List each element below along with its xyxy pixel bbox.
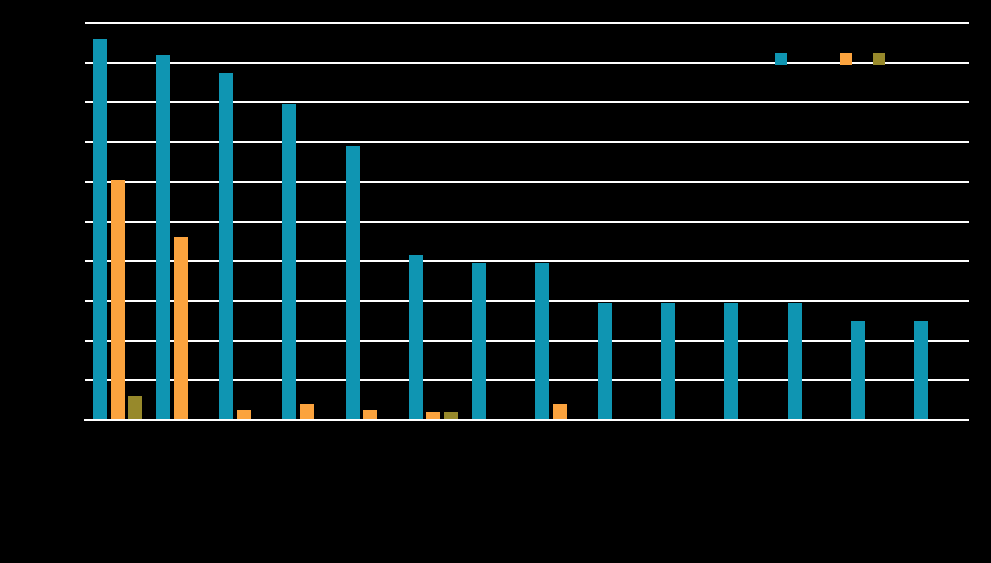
gridline-y2	[85, 340, 969, 342]
bar-series1-cat12	[788, 303, 802, 420]
bar-series1-cat11	[724, 303, 738, 420]
bar-series2-cat3	[237, 410, 251, 420]
legend-swatch-series2	[840, 53, 852, 65]
gridline-y5	[85, 221, 969, 223]
x-axis-line	[84, 419, 969, 421]
bar-series2-cat4	[300, 404, 314, 420]
bar-series1-cat4	[282, 104, 296, 420]
gridline-y6	[85, 181, 969, 183]
bar-series1-cat3	[219, 73, 233, 420]
bar-series1-cat7	[472, 263, 486, 420]
legend-swatch-series1	[775, 53, 787, 65]
bar-series1-cat10	[661, 303, 675, 420]
bar-series1-cat13	[851, 321, 865, 420]
bar-series2-cat8	[553, 404, 567, 420]
bar-series1-cat14	[914, 321, 928, 420]
bar-series1-cat6	[409, 255, 423, 420]
gridline-y10	[85, 22, 969, 24]
gridline-y8	[85, 101, 969, 103]
bar-series1-cat9	[598, 303, 612, 420]
gridline-y9	[85, 62, 969, 64]
bar-series1-cat5	[346, 146, 360, 420]
bar-series3-cat6	[444, 412, 458, 420]
bar-series2-cat2	[174, 237, 188, 420]
bar-series1-cat1	[93, 39, 107, 420]
bar-series3-cat1	[128, 396, 142, 420]
bar-series2-cat1	[111, 180, 125, 420]
bar-series1-cat8	[535, 263, 549, 420]
bar-series2-cat6	[426, 412, 440, 420]
gridline-y3	[85, 300, 969, 302]
bar-series2-cat5	[363, 410, 377, 420]
gridline-y1	[85, 379, 969, 381]
bar-series1-cat2	[156, 55, 170, 420]
legend-swatch-series3	[873, 53, 885, 65]
gridline-y4	[85, 260, 969, 262]
gridline-y7	[85, 141, 969, 143]
